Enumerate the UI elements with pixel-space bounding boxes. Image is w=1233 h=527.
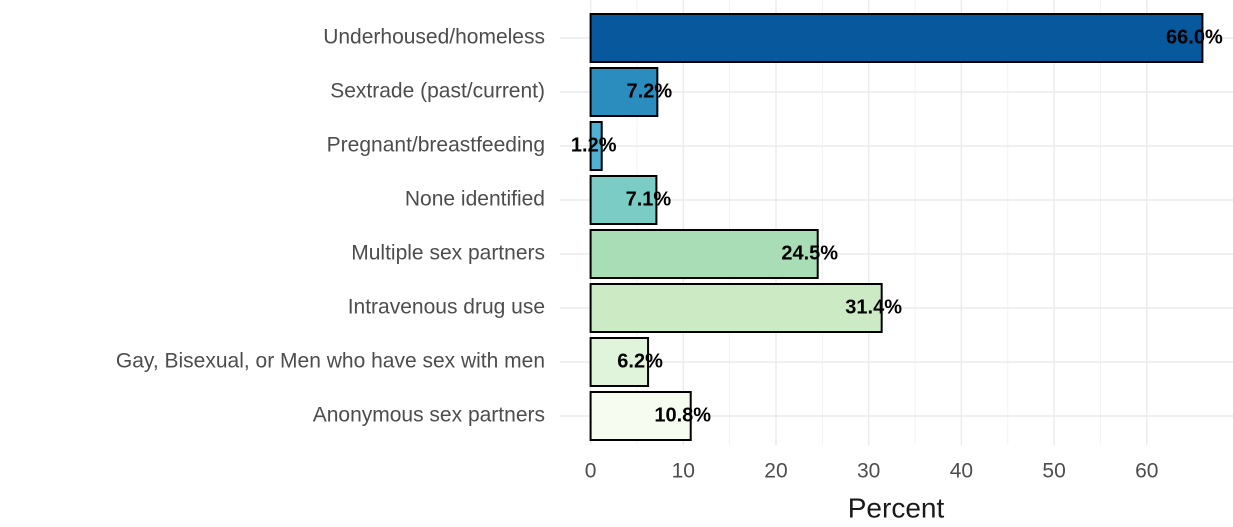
value-label: 1.2%	[571, 134, 617, 156]
value-label: 10.8%	[654, 404, 711, 426]
value-label: 24.5%	[781, 242, 838, 264]
y-tick-label: Sextrade (past/current)	[330, 80, 545, 103]
y-tick-label: Multiple sex partners	[351, 242, 545, 265]
bar	[589, 391, 692, 441]
x-tick-label: 30	[857, 460, 880, 483]
bar	[589, 121, 603, 171]
value-label: 66.0%	[1166, 26, 1223, 48]
x-tick-label: 20	[764, 460, 787, 483]
value-label: 6.2%	[617, 350, 663, 372]
x-tick-label: 0	[585, 460, 597, 483]
x-tick-label: 40	[950, 460, 973, 483]
x-tick-label: 50	[1042, 460, 1065, 483]
bar	[589, 229, 819, 279]
bar	[589, 283, 883, 333]
bar	[589, 13, 1204, 63]
value-label: 7.1%	[626, 188, 672, 210]
x-axis-title: Percent	[848, 492, 945, 523]
y-tick-label: Pregnant/breastfeeding	[327, 134, 545, 157]
x-tick-label: 60	[1135, 460, 1158, 483]
y-tick-label: Intravenous drug use	[348, 296, 545, 319]
y-tick-label: Anonymous sex partners	[313, 404, 545, 427]
y-tick-label: Gay, Bisexual, or Men who have sex with …	[116, 350, 545, 373]
y-tick-label: Underhoused/homeless	[323, 26, 545, 49]
bar	[589, 67, 659, 117]
value-label: 7.2%	[627, 80, 673, 102]
bar	[589, 337, 650, 387]
value-label: 31.4%	[845, 296, 902, 318]
x-tick-label: 10	[672, 460, 695, 483]
y-tick-label: None identified	[405, 188, 545, 211]
bar	[589, 175, 658, 225]
